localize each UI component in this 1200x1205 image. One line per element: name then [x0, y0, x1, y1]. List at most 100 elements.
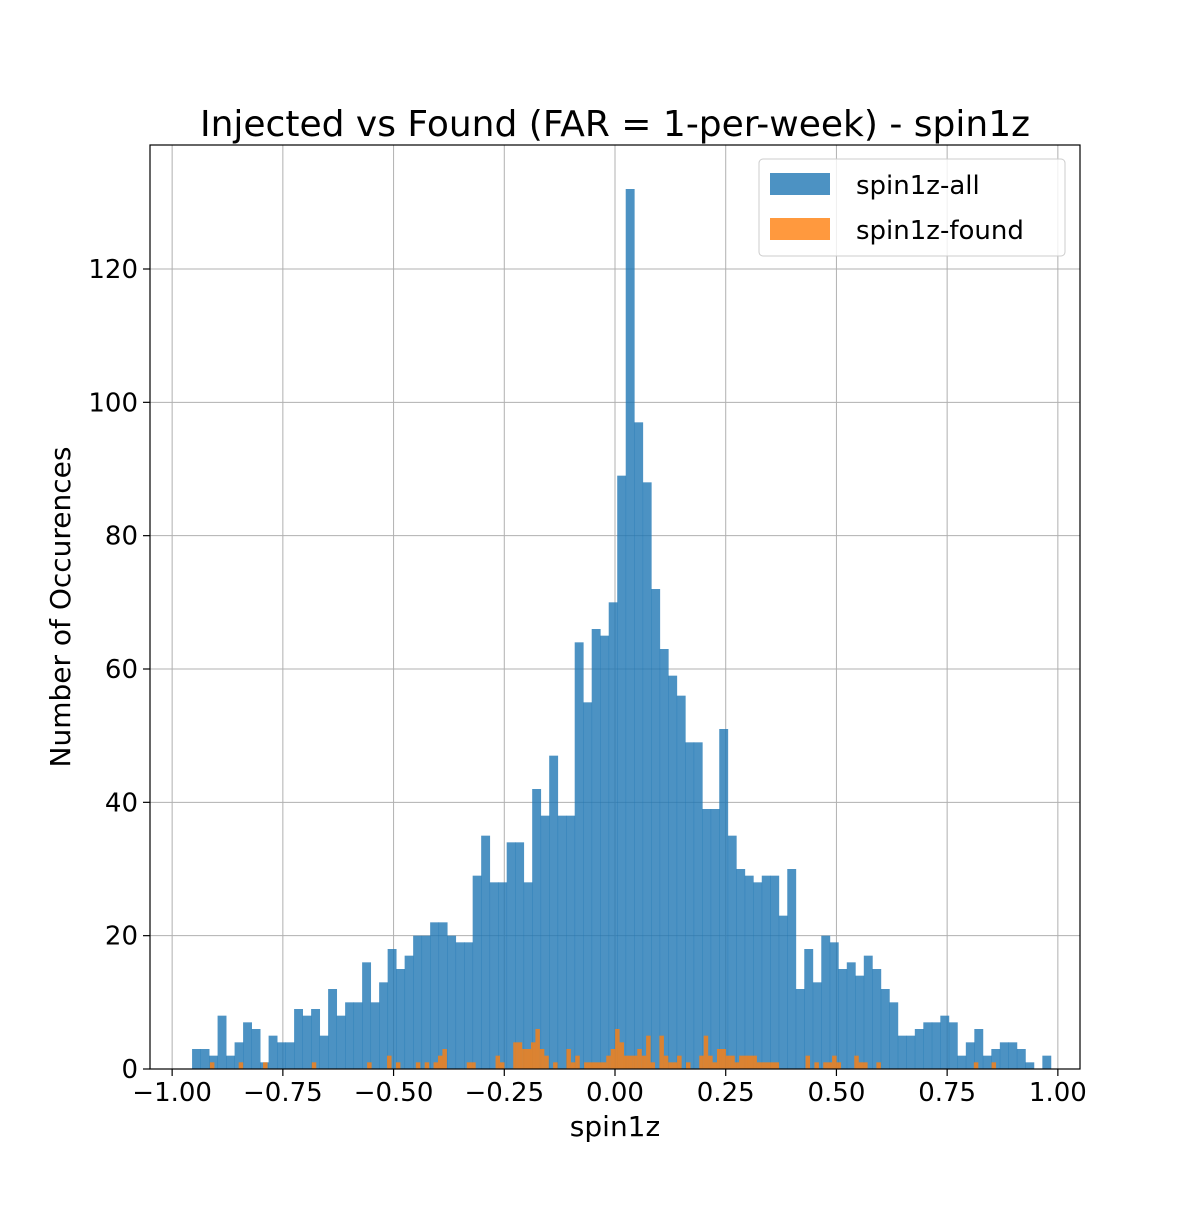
bar-all — [872, 969, 882, 1069]
bar-found — [663, 1055, 669, 1069]
bar-all — [787, 869, 797, 1069]
bar-found — [615, 1029, 620, 1069]
bar-found — [854, 1055, 859, 1069]
bar-all — [515, 842, 525, 1069]
bar-all — [387, 949, 397, 1069]
bar-all — [710, 809, 720, 1069]
bar-all — [651, 589, 661, 1069]
bar-found — [535, 1029, 540, 1069]
bar-all — [778, 915, 788, 1069]
chart-title: Injected vs Found (FAR = 1-per-week) - s… — [200, 104, 1030, 145]
bar-all — [353, 1002, 363, 1069]
bar-all — [855, 975, 865, 1069]
bar-found — [752, 1055, 757, 1069]
bar-all — [668, 675, 678, 1069]
bar-all — [566, 815, 576, 1069]
bar-found — [623, 1055, 629, 1069]
bar-found — [471, 1062, 476, 1069]
bar-all — [982, 1055, 992, 1069]
bar-found — [823, 1062, 828, 1069]
bar-all — [719, 729, 729, 1069]
bar-all — [498, 882, 508, 1069]
bar-all — [557, 815, 567, 1069]
bar-found — [734, 1062, 740, 1069]
bar-all — [897, 1035, 907, 1069]
bar-found — [387, 1055, 392, 1069]
y-tick-label: 0 — [121, 1055, 138, 1085]
bar-found — [311, 1062, 317, 1069]
bar-found — [424, 1062, 430, 1069]
bar-found — [597, 1062, 602, 1069]
legend-swatch-all — [770, 173, 830, 195]
bar-found — [836, 1062, 842, 1069]
bar-found — [592, 1062, 598, 1069]
bar-all — [523, 882, 533, 1069]
bar-all — [974, 1029, 984, 1069]
bar-all — [812, 982, 822, 1069]
bar-all — [838, 969, 848, 1069]
bar-all — [362, 962, 372, 1069]
x-axis-label: spin1z — [570, 1110, 660, 1143]
bar-found — [263, 1062, 268, 1069]
bar-found — [530, 1042, 536, 1069]
bar-all — [1016, 1049, 1026, 1069]
bar-all — [736, 869, 746, 1069]
x-tick-label: 1.00 — [1029, 1078, 1087, 1108]
bar-found — [495, 1055, 501, 1069]
bar-all — [481, 835, 491, 1069]
bar-found — [659, 1035, 664, 1069]
x-tick-label: −0.50 — [354, 1078, 434, 1108]
y-tick-label: 100 — [88, 388, 138, 418]
y-axis-ticks: 0 20 40 60 80 100 120 — [88, 255, 150, 1085]
bar-found — [499, 1062, 505, 1069]
x-tick-label: −0.75 — [243, 1078, 323, 1108]
bar-found — [730, 1055, 735, 1069]
bar-all — [345, 1002, 355, 1069]
bar-all — [192, 1049, 201, 1069]
bar-found — [539, 1049, 545, 1069]
bar-found — [522, 1049, 527, 1069]
bar-found — [743, 1055, 749, 1069]
bar-all — [302, 1015, 312, 1069]
bar-all — [600, 635, 610, 1069]
bar-all — [209, 1055, 218, 1069]
bar-all — [447, 935, 457, 1069]
bar-all — [608, 602, 618, 1069]
bar-found — [672, 1062, 678, 1069]
legend-label-found: spin1z-found — [856, 216, 1024, 246]
y-tick-label: 40 — [105, 788, 138, 818]
bar-found — [876, 1062, 881, 1069]
bar-found — [466, 1062, 472, 1069]
bar-found — [973, 1062, 979, 1069]
bar-found — [668, 1062, 673, 1069]
bar-all — [328, 989, 338, 1069]
bar-found — [238, 1062, 244, 1069]
bar-all — [532, 789, 542, 1069]
bar-found — [991, 1062, 997, 1069]
bar-found — [712, 1062, 718, 1069]
x-tick-label: 0.75 — [918, 1078, 976, 1108]
bar-found — [708, 1055, 713, 1069]
x-tick-label: 0.00 — [586, 1078, 644, 1108]
bar-all — [846, 962, 856, 1069]
legend: spin1z-all spin1z-found — [758, 158, 1066, 257]
bar-found — [584, 1062, 589, 1069]
bar-found — [756, 1062, 762, 1069]
bar-found — [747, 1055, 753, 1069]
bar-all — [549, 755, 559, 1069]
bar-all — [217, 1015, 227, 1069]
bar-all — [863, 955, 873, 1069]
bar-all — [268, 1035, 278, 1069]
bar-all — [948, 1022, 958, 1069]
bar-all — [583, 702, 593, 1069]
bar-all — [931, 1022, 941, 1069]
legend-label-all: spin1z-all — [856, 171, 980, 201]
bar-all — [795, 989, 805, 1069]
bar-all — [999, 1042, 1009, 1069]
bar-found — [858, 1062, 864, 1069]
legend-box — [758, 158, 1066, 257]
bar-all — [285, 1042, 295, 1069]
bar-all — [243, 1022, 252, 1069]
y-tick-label: 20 — [105, 922, 138, 952]
